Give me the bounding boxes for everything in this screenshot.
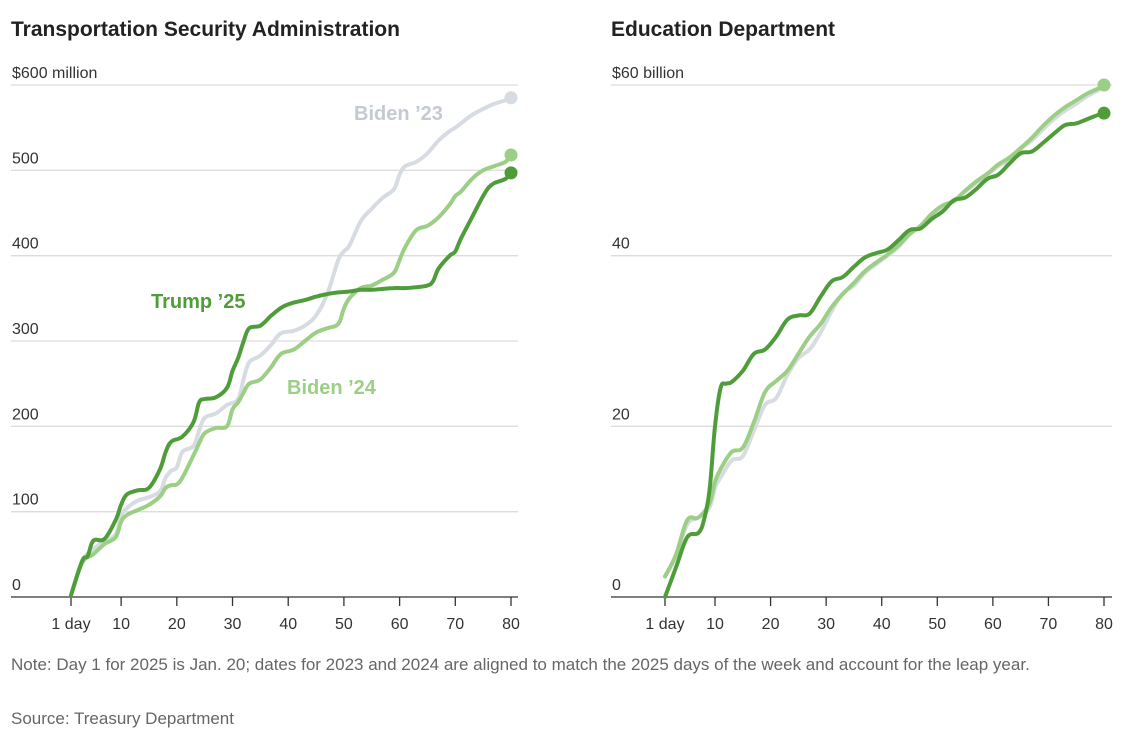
- tsa-x-tick-label: 40: [279, 616, 297, 633]
- education-y-tick-label: 20: [612, 406, 630, 423]
- education-line-biden23: [663, 83, 1106, 579]
- tsa-series-label-trump25: Trump ’25: [151, 291, 245, 313]
- tsa-line-biden23: [69, 95, 513, 598]
- education-y-tick-label: $60 billion: [612, 65, 684, 82]
- education-x-tick-label: 40: [873, 616, 891, 633]
- tsa-line-trump25: [69, 170, 513, 598]
- education-line-trump25: [663, 111, 1106, 599]
- tsa-x-tick-label: 50: [335, 616, 353, 633]
- education-x-tick-label: 20: [762, 616, 780, 633]
- tsa-x-tick-label: 20: [168, 616, 186, 633]
- tsa-end-dot-biden24: [504, 148, 518, 162]
- education-end-dot-trump25: [1097, 106, 1111, 120]
- tsa-end-dot-biden23: [504, 91, 518, 105]
- tsa-series-label-biden23: Biden ’23: [354, 103, 443, 125]
- education-x-tick-label: 30: [817, 616, 835, 633]
- tsa-y-tick-label: 200: [12, 406, 39, 423]
- tsa-chart-title: Transportation Security Administration: [11, 18, 400, 41]
- education-chart-title: Education Department: [611, 18, 836, 41]
- tsa-x-tick-label: 1 day: [51, 616, 90, 633]
- tsa-y-tick-label: 500: [12, 150, 39, 167]
- tsa-line-biden24: [69, 153, 513, 598]
- tsa-chart-panel: Transportation Security Administration 0…: [0, 0, 540, 640]
- education-x-tick-label: 10: [706, 616, 724, 633]
- tsa-y-tick-label: 400: [12, 236, 39, 253]
- tsa-y-tick-label: 0: [12, 577, 21, 594]
- education-y-tick-label: 40: [612, 236, 630, 253]
- tsa-end-dot-trump25: [504, 166, 518, 180]
- tsa-y-tick-label: $600 million: [12, 65, 97, 82]
- tsa-x-tick-label: 60: [391, 616, 409, 633]
- education-line-biden24: [663, 83, 1106, 579]
- tsa-x-tick-label: 80: [502, 616, 520, 633]
- tsa-x-tick-label: 30: [224, 616, 242, 633]
- tsa-x-tick-label: 10: [112, 616, 130, 633]
- tsa-y-tick-label: 100: [12, 492, 39, 509]
- chart-source: Source: Treasury Department: [11, 709, 234, 728]
- tsa-y-tick-label: 300: [12, 321, 39, 338]
- tsa-series-label-biden24: Biden ’24: [287, 377, 377, 399]
- education-x-tick-label: 80: [1095, 616, 1113, 633]
- education-x-tick-label: 60: [984, 616, 1002, 633]
- chart-note: Note: Day 1 for 2025 is Jan. 20; dates f…: [11, 655, 1030, 674]
- tsa-x-tick-label: 70: [446, 616, 464, 633]
- education-end-dot-biden24: [1097, 78, 1111, 92]
- education-y-tick-label: 0: [612, 577, 621, 594]
- education-x-tick-label: 70: [1040, 616, 1058, 633]
- education-chart-panel: Education Department 0 20 40 $60 billion 1 d…: [600, 0, 1144, 640]
- education-chart: 0 20 40 $60 billion 1 day 10 20 30 40 50 60 70 80: [611, 65, 1113, 633]
- education-x-tick-label: 1 day: [645, 616, 684, 633]
- education-x-tick-label: 50: [928, 616, 946, 633]
- tsa-chart: 0 100 200 300 400 500 $600 million 1 day 10 20 30 4…: [11, 65, 520, 633]
